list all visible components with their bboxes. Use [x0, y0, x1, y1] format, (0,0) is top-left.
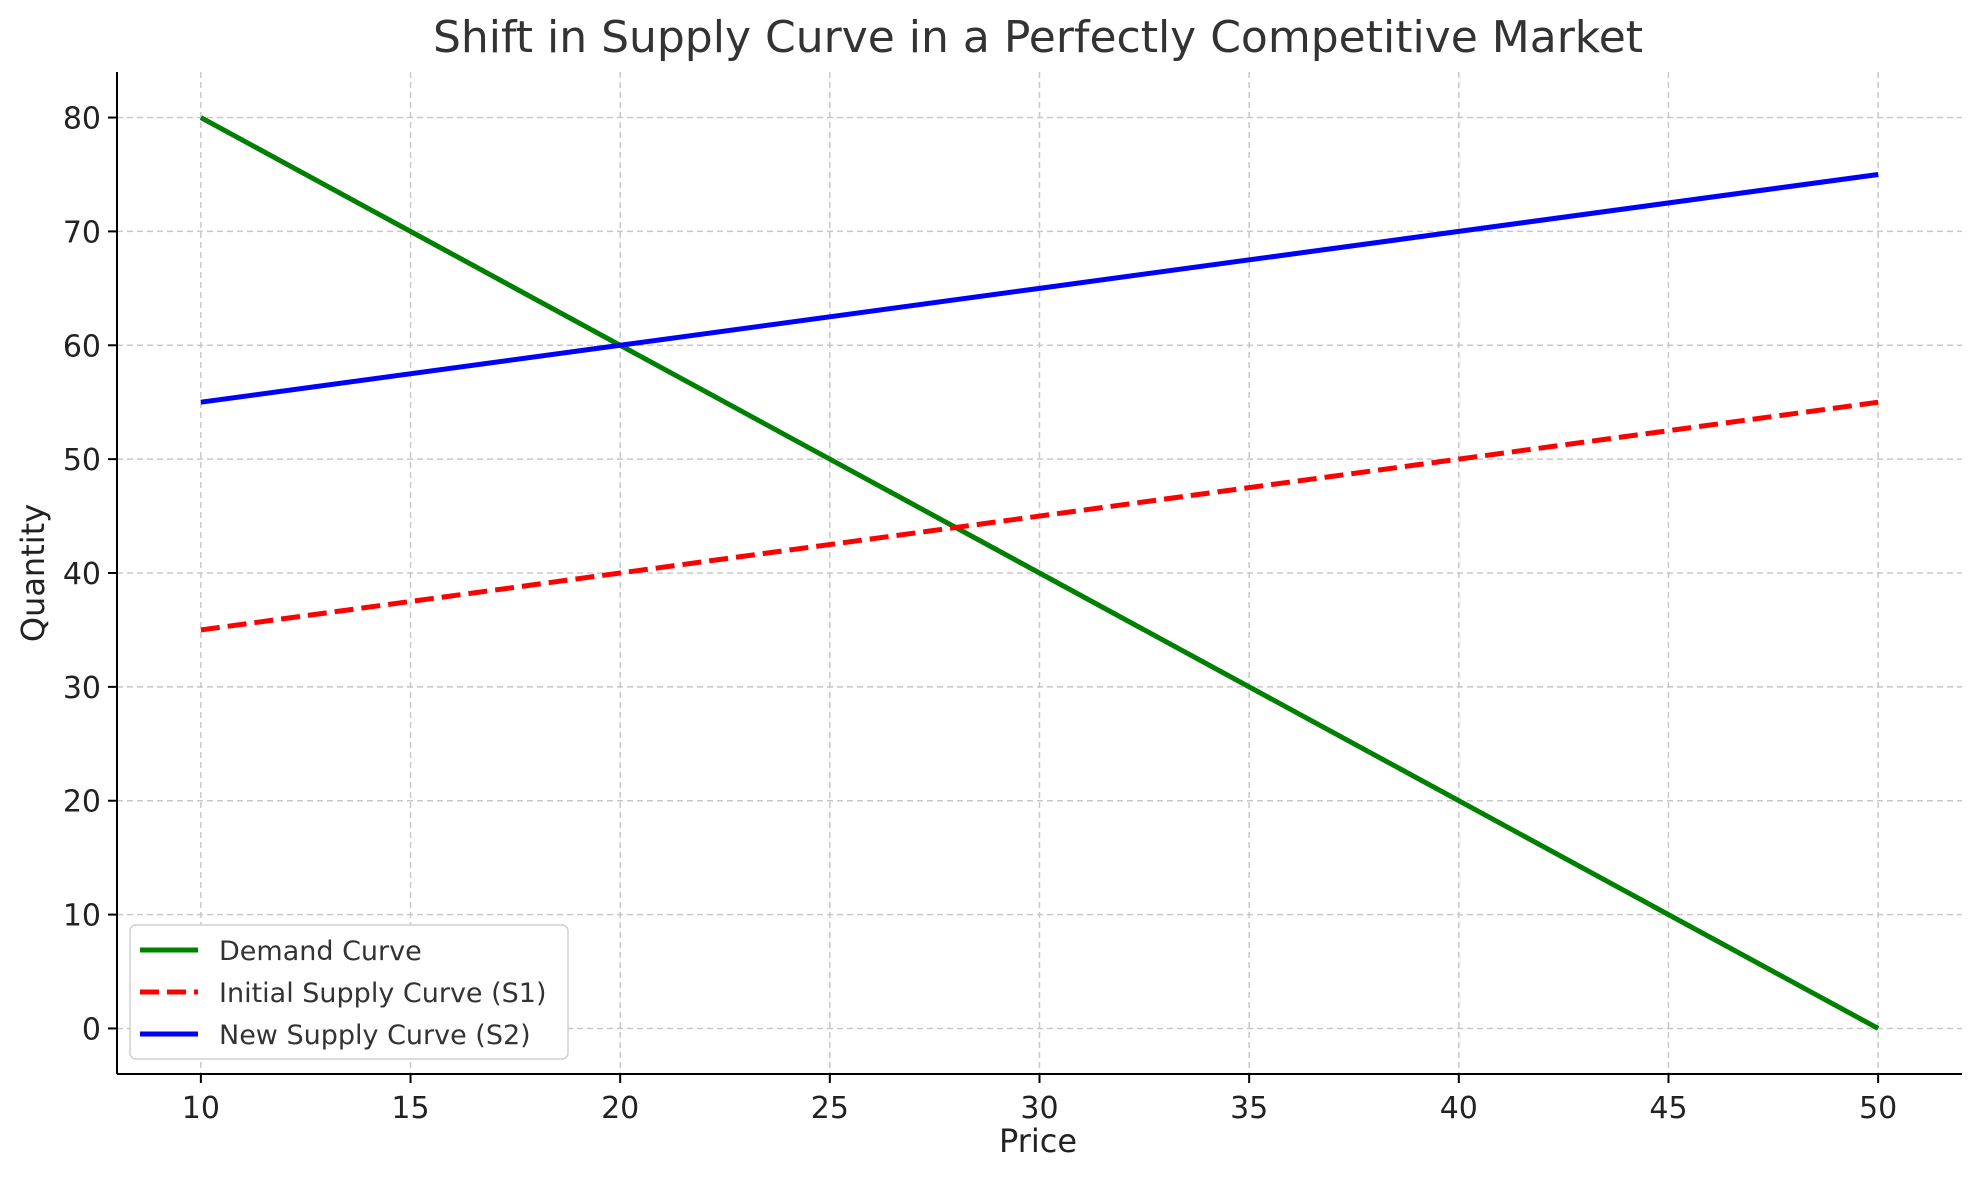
series-line-2 — [200, 399, 1879, 633]
series-line-1 — [199, 115, 1880, 1031]
series-lines — [199, 115, 1880, 1031]
legend-label-1: Demand Curve — [219, 936, 422, 967]
y-ticks: 0 10 20 30 40 50 60 70 80 — [63, 102, 117, 1047]
y-tick-label: 0 — [82, 1012, 101, 1047]
x-tick-label: 15 — [391, 1091, 429, 1126]
chart-title: Shift in Supply Curve in a Perfectly Com… — [433, 12, 1643, 63]
x-tick-label: 25 — [811, 1091, 849, 1126]
x-tick-label: 20 — [601, 1091, 639, 1126]
y-tick-label: 40 — [63, 557, 101, 592]
y-tick-label: 60 — [63, 329, 101, 364]
y-tick-label: 80 — [63, 102, 101, 137]
x-tick-label: 10 — [182, 1091, 220, 1126]
y-tick-label: 30 — [63, 671, 101, 706]
y-tick-label: 10 — [63, 899, 101, 934]
grid — [117, 72, 1962, 1074]
x-tick-label: 50 — [1859, 1091, 1897, 1126]
series-line-3 — [200, 172, 1879, 405]
y-tick-label: 20 — [63, 785, 101, 820]
x-tick-label: 45 — [1649, 1091, 1687, 1126]
y-tick-label: 70 — [63, 215, 101, 250]
y-tick-label: 50 — [63, 443, 101, 478]
x-ticks: 10 15 20 25 30 35 40 45 50 — [182, 1074, 1897, 1126]
legend: Demand Curve Initial Supply Curve (S1) New… — [129, 924, 569, 1060]
x-tick-label: 35 — [1230, 1091, 1268, 1126]
legend-box — [129, 924, 569, 1060]
y-axis-label: Quantity — [14, 504, 52, 642]
legend-label-2: Initial Supply Curve (S1) — [219, 978, 547, 1009]
x-tick-label: 40 — [1440, 1091, 1478, 1126]
x-axis-label: Price — [999, 1122, 1077, 1160]
legend-label-3: New Supply Curve (S2) — [219, 1020, 531, 1051]
x-tick-label: 30 — [1020, 1091, 1058, 1126]
